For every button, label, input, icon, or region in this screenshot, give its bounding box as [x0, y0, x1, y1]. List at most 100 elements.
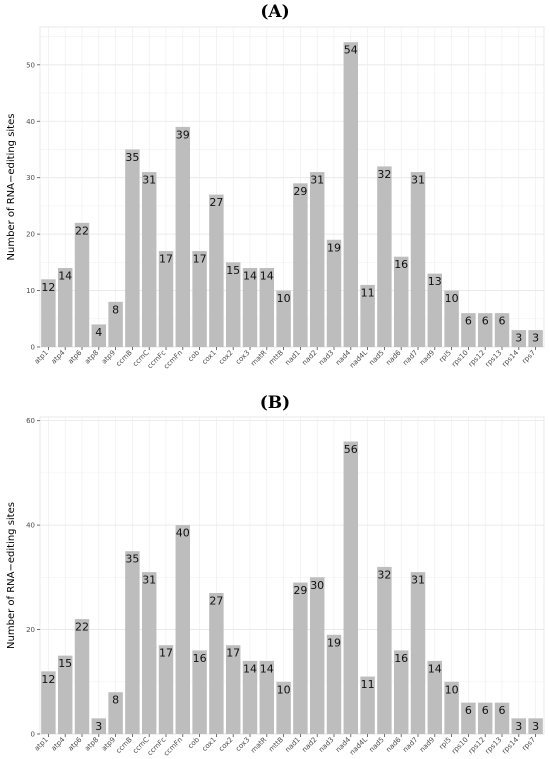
value-label-cox1: 27 [209, 594, 223, 607]
bar-atp8 [91, 718, 107, 734]
y-tick-label: 0 [31, 731, 35, 739]
bar-rpl5 [444, 681, 459, 734]
bar-nad7 [410, 572, 426, 734]
value-label-matR: 14 [260, 269, 274, 282]
x-tick-label: nad2 [300, 736, 318, 754]
value-label-nad7: 31 [411, 574, 425, 587]
bar-nad4 [343, 441, 359, 734]
y-tick-label: 50 [26, 61, 35, 69]
y-tick-label: 20 [26, 231, 35, 239]
x-tick-label: mttB [267, 736, 285, 754]
value-label-atp8: 3 [95, 720, 102, 733]
x-tick-label: nad2 [300, 349, 318, 367]
x-tick-label: matR [249, 736, 268, 755]
value-label-ccmB: 35 [125, 553, 139, 566]
y-tick-label: 20 [26, 626, 35, 634]
bar-cox2 [225, 645, 241, 734]
value-label-nad5: 32 [377, 568, 391, 581]
value-label-nad4: 54 [344, 44, 358, 57]
x-tick-label: nad6 [384, 348, 403, 367]
bar-rpl5 [444, 290, 459, 347]
value-label-ccmFc: 17 [159, 253, 173, 266]
x-tick-label: rps14 [500, 735, 520, 755]
value-label-matR: 14 [260, 662, 274, 675]
value-label-atp1: 12 [41, 673, 55, 686]
value-label-nad4L: 11 [361, 678, 375, 691]
bar-atp1 [41, 671, 56, 734]
y-axis-label: Number of RNA−editing sites [6, 114, 17, 261]
value-label-ccmC: 31 [142, 574, 156, 587]
panel-a-title: (A) [260, 2, 290, 22]
bar-ccmFn [175, 525, 191, 734]
bar-ccmB [125, 149, 140, 347]
x-tick-label: nad7 [401, 736, 419, 754]
bar-nad6 [393, 256, 409, 347]
x-tick-label: nad5 [368, 736, 386, 754]
bar-mttB [276, 681, 291, 734]
x-tick-label: atp6 [66, 348, 83, 365]
value-label-rps13: 6 [499, 315, 506, 328]
value-label-rps13: 6 [499, 704, 506, 717]
value-label-ccmFc: 17 [159, 647, 173, 660]
x-tick-label: atp8 [83, 736, 100, 753]
bar-nad3 [326, 239, 342, 347]
x-tick-label: nad1 [284, 349, 302, 367]
bar-nad2 [309, 172, 325, 347]
bar-nad9 [427, 273, 443, 347]
y-tick-label: 40 [26, 522, 35, 530]
bar-nad3 [326, 634, 342, 734]
value-label-nad9: 14 [428, 662, 442, 675]
bar-nad1 [293, 582, 308, 734]
value-label-cob: 17 [193, 253, 207, 266]
bar-ccmFn [175, 126, 191, 347]
value-label-atp4: 15 [58, 657, 72, 670]
bar-rps12 [477, 313, 493, 347]
bar-atp9 [108, 301, 123, 347]
value-label-rps10: 6 [465, 704, 472, 717]
value-label-nad9: 13 [428, 275, 442, 288]
value-label-rps12: 6 [482, 704, 489, 717]
bar-atp6 [74, 222, 90, 347]
bar-ccmFc [158, 251, 174, 347]
plot-panel [39, 416, 545, 735]
x-tick-label: mttB [267, 349, 285, 367]
value-label-ccmC: 31 [142, 174, 156, 187]
x-tick-label: cob [186, 735, 201, 750]
bar-rps7 [528, 718, 543, 734]
value-label-mttB: 10 [277, 292, 291, 305]
bar-ccmC [141, 172, 157, 347]
bar-nad9 [427, 660, 443, 734]
value-label-cox3: 14 [243, 269, 257, 282]
bar-ccmFc [158, 645, 174, 734]
value-label-mttB: 10 [277, 683, 291, 696]
x-tick-label: rps7 [520, 349, 537, 366]
x-tick-label: cob [186, 348, 201, 363]
x-tick-label: cox2 [217, 736, 234, 753]
bar-cob [192, 251, 207, 347]
value-label-rps14: 3 [515, 720, 522, 733]
bar-rps10 [461, 313, 476, 347]
bar-cox1 [209, 194, 224, 347]
bar-atp4 [57, 267, 73, 347]
value-label-rps7: 3 [532, 332, 539, 345]
x-tick-label: rps13 [484, 349, 504, 369]
x-tick-label: ccmB [114, 736, 133, 755]
x-tick-label: atp1 [33, 349, 50, 366]
value-label-nad6: 16 [394, 652, 408, 665]
x-tick-label: rps7 [520, 736, 537, 753]
bar-mttB [276, 290, 291, 347]
bar-cox3 [242, 660, 258, 734]
value-label-rps14: 3 [515, 332, 522, 345]
bar-cox1 [209, 592, 224, 734]
x-tick-label: matR [249, 349, 268, 368]
value-label-nad1: 29 [293, 584, 307, 597]
y-tick-label: 30 [26, 174, 35, 182]
value-label-nad2: 30 [310, 579, 324, 592]
value-label-atp4: 14 [58, 269, 72, 282]
x-tick-label: nad5 [368, 349, 386, 367]
x-tick-label: nad1 [284, 736, 302, 754]
bar-nad4L [360, 676, 375, 734]
x-tick-label: ccmFn [162, 349, 184, 371]
bar-ccmC [141, 572, 157, 734]
